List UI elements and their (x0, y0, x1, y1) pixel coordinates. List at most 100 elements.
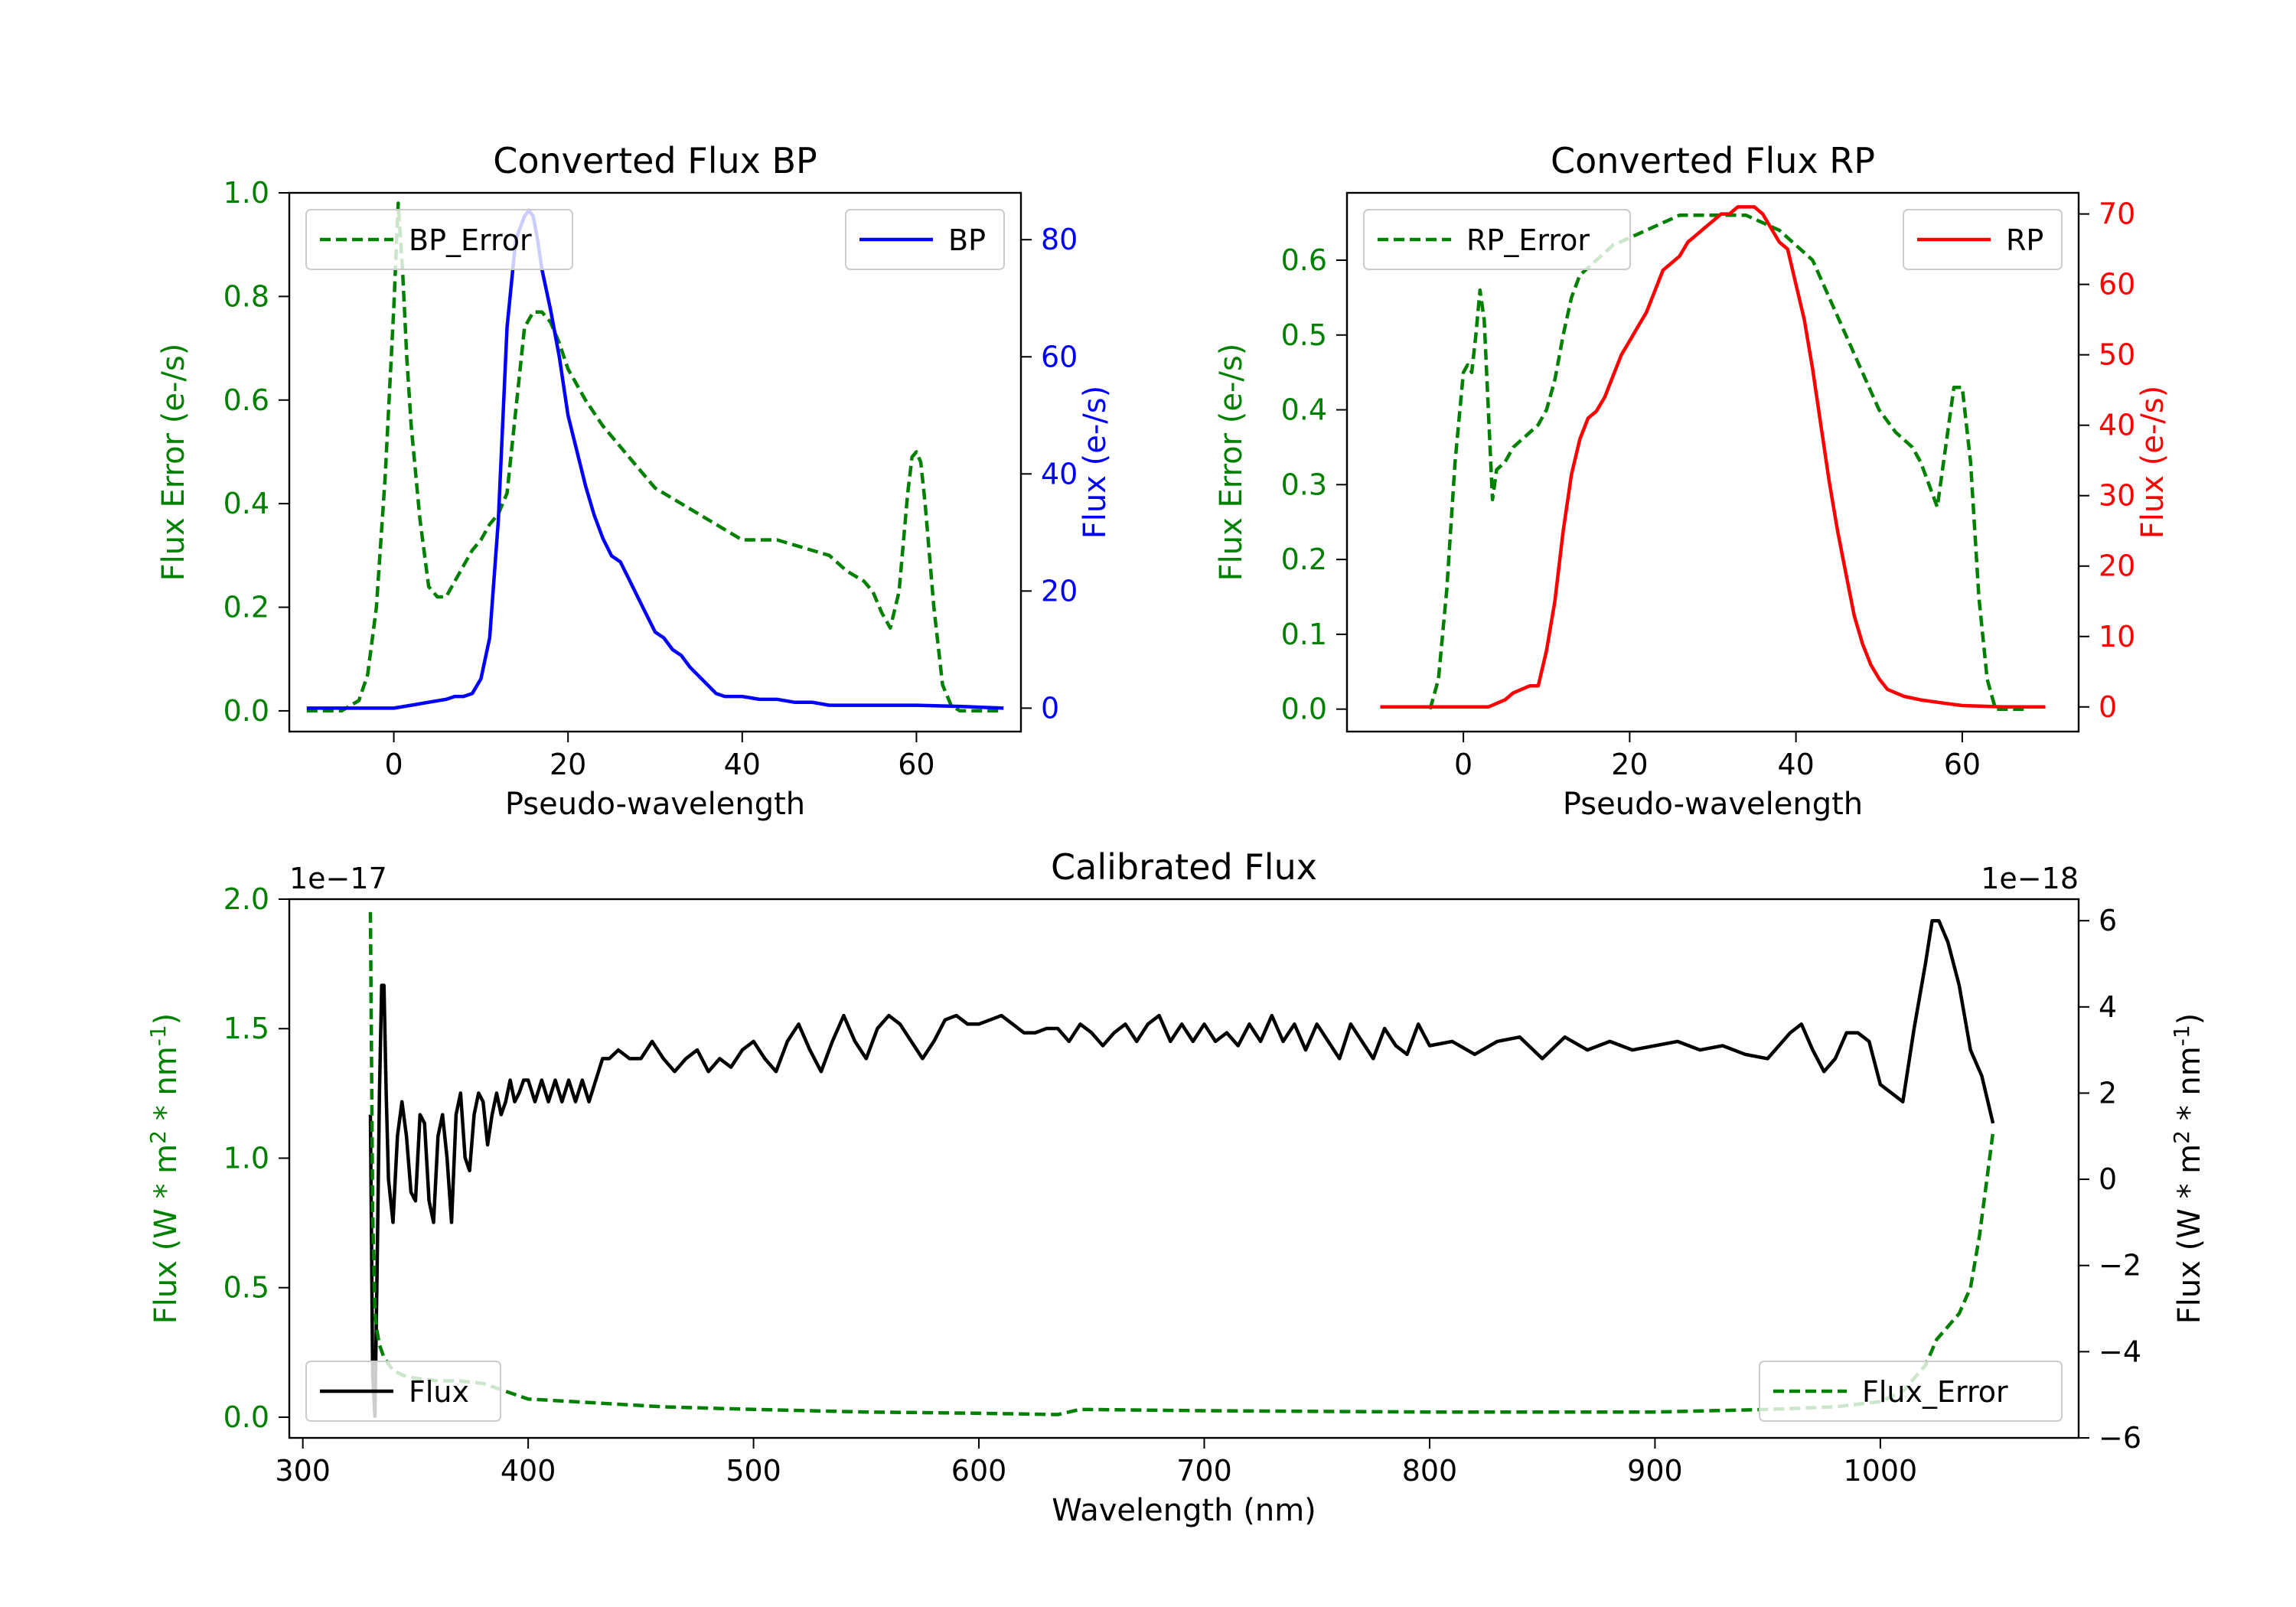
x-tick-label: 500 (726, 1454, 781, 1488)
y-left-axis-label: Flux Error (e-/s) (1214, 344, 1249, 582)
x-tick-label: 20 (1611, 748, 1648, 781)
series-line-bp-error (306, 201, 1004, 713)
offset-left-label: 1e−17 (289, 862, 387, 895)
offset-right-label: 1e−18 (1981, 862, 2079, 895)
y-left-tick-label: 0.2 (1281, 543, 1327, 576)
series-line-flux-error (368, 911, 1995, 1416)
legend-label: BP (948, 223, 986, 257)
y-left-tick-label: 0.0 (223, 1400, 269, 1434)
legend-box (305, 1361, 501, 1422)
y-right-tick-label: 50 (2099, 338, 2135, 372)
legend-label: BP_Error (409, 223, 532, 257)
y-left-tick-label: 0.0 (223, 694, 269, 728)
legend-box (305, 209, 573, 270)
y-left-axis-label-part: -1 (145, 1025, 171, 1046)
x-tick-label: 900 (1627, 1454, 1683, 1488)
panel-cal: Calibrated Flux 300 400 500 600 700 800 900 1000… (145, 846, 2207, 1528)
panel-bp: Converted Flux BP 0 20 40 60 Pseudo-wavelengt… (156, 140, 1113, 822)
y-right-tick-label: 30 (2099, 479, 2135, 513)
y-right-tick-label: 40 (2099, 409, 2135, 442)
x-tick-label: 0 (384, 748, 403, 781)
legend-flux-error: Flux_Error (1759, 1361, 2063, 1422)
y-right-tick-label: 60 (2099, 268, 2135, 302)
y-left-tick-label: 0.5 (1281, 318, 1327, 352)
y-right-tick-label: 60 (1041, 340, 1078, 373)
chart-title: Calibrated Flux (1051, 846, 1317, 888)
y-left-tick-label: 2.0 (223, 882, 269, 916)
x-axis-label: Pseudo-wavelength (505, 787, 805, 822)
y-left-axis-label: Flux Error (e-/s) (156, 344, 191, 582)
series-line-rp (1380, 205, 2046, 709)
legend-flux: Flux (305, 1361, 501, 1422)
x-axis-label: Wavelength (nm) (1052, 1493, 1316, 1528)
y-right-tick-label: −6 (2099, 1421, 2141, 1455)
legend-label: Flux_Error (1862, 1375, 2008, 1409)
legend-bp-error: BP_Error (305, 209, 573, 270)
y-right-axis-label-part: Flux (W * m (2172, 1144, 2207, 1324)
legend-label: Flux (409, 1375, 469, 1409)
y-left-axis-label-part: ) (148, 1013, 184, 1025)
y-left-tick-label: 0.6 (1281, 243, 1327, 277)
y-left-tick-label: 0.0 (1281, 693, 1327, 726)
y-left-tick-label: 0.4 (1281, 393, 1327, 427)
x-axis-label: Pseudo-wavelength (1563, 787, 1863, 822)
x-tick-label: 300 (275, 1454, 331, 1488)
x-tick-label: 40 (1777, 748, 1814, 781)
y-right-tick-label: 70 (2099, 197, 2135, 231)
y-left-tick-label: 0.6 (223, 383, 269, 417)
x-tick-label: 60 (1944, 748, 1981, 781)
chart-title: Converted Flux RP (1551, 140, 1875, 181)
y-right-axis-label: Flux (e-/s) (2135, 386, 2170, 539)
y-left-tick-label: 0.1 (1281, 618, 1327, 651)
series-line-flux (368, 918, 1995, 1419)
legend-label: RP (2006, 223, 2043, 257)
y-right-tick-label: 10 (2099, 620, 2135, 654)
y-right-tick-label: 6 (2099, 904, 2117, 937)
series-line-bp (306, 208, 1004, 710)
x-tick-label: 40 (724, 748, 761, 781)
y-right-tick-label: 4 (2099, 990, 2117, 1024)
y-left-tick-label: 0.4 (223, 487, 269, 520)
legend-box (1759, 1361, 2063, 1422)
y-right-tick-label: 80 (1041, 223, 1078, 256)
legend-bp: BP (845, 209, 1005, 270)
y-right-tick-label: −4 (2099, 1335, 2141, 1368)
legend-label: RP_Error (1466, 223, 1590, 257)
y-right-tick-label: 0 (2099, 690, 2117, 724)
x-tick-label: 60 (898, 748, 934, 781)
x-tick-label: 700 (1176, 1454, 1232, 1488)
y-left-axis-label-part: Flux (W * m (148, 1144, 184, 1324)
y-left-tick-label: 1.0 (223, 176, 269, 210)
y-left-tick-label: 0.5 (223, 1271, 269, 1305)
series-line-rp-error (1428, 214, 2029, 711)
y-right-axis-label-part: ) (2172, 1013, 2207, 1025)
y-left-tick-label: 0.2 (223, 591, 269, 624)
y-right-tick-label: 20 (1041, 574, 1078, 608)
y-right-axis-label-part: * nm (2172, 1046, 2207, 1130)
y-right-axis-label-part: 2 (2169, 1130, 2194, 1144)
y-left-tick-label: 1.0 (223, 1141, 269, 1175)
y-left-tick-label: 0.8 (223, 279, 269, 313)
y-right-axis-label: Flux (e-/s) (1078, 386, 1113, 539)
legend-rp-error: RP_Error (1363, 209, 1631, 270)
y-right-tick-label: 40 (1041, 457, 1078, 491)
y-left-tick-label: 1.5 (223, 1012, 269, 1045)
y-left-axis-label-part: * nm (148, 1046, 184, 1130)
y-right-tick-label: 20 (2099, 549, 2135, 583)
y-left-axis-label: Flux (W * m2 * nm-1) (145, 1013, 184, 1325)
legend-rp: RP (1903, 209, 2063, 270)
x-tick-label: 1000 (1844, 1454, 1918, 1488)
y-right-tick-label: 0 (2099, 1162, 2117, 1196)
x-tick-label: 600 (951, 1454, 1007, 1488)
chart-title: Converted Flux BP (493, 140, 817, 181)
plot-frame (1345, 191, 2080, 733)
plot-frame (288, 898, 2080, 1439)
x-tick-label: 20 (550, 748, 586, 781)
x-tick-label: 400 (501, 1454, 556, 1488)
y-left-tick-label: 0.3 (1281, 468, 1327, 501)
x-tick-label: 0 (1454, 748, 1473, 781)
y-right-tick-label: 0 (1041, 691, 1059, 725)
y-right-tick-label: 2 (2099, 1076, 2117, 1110)
legend-box (1363, 209, 1631, 270)
